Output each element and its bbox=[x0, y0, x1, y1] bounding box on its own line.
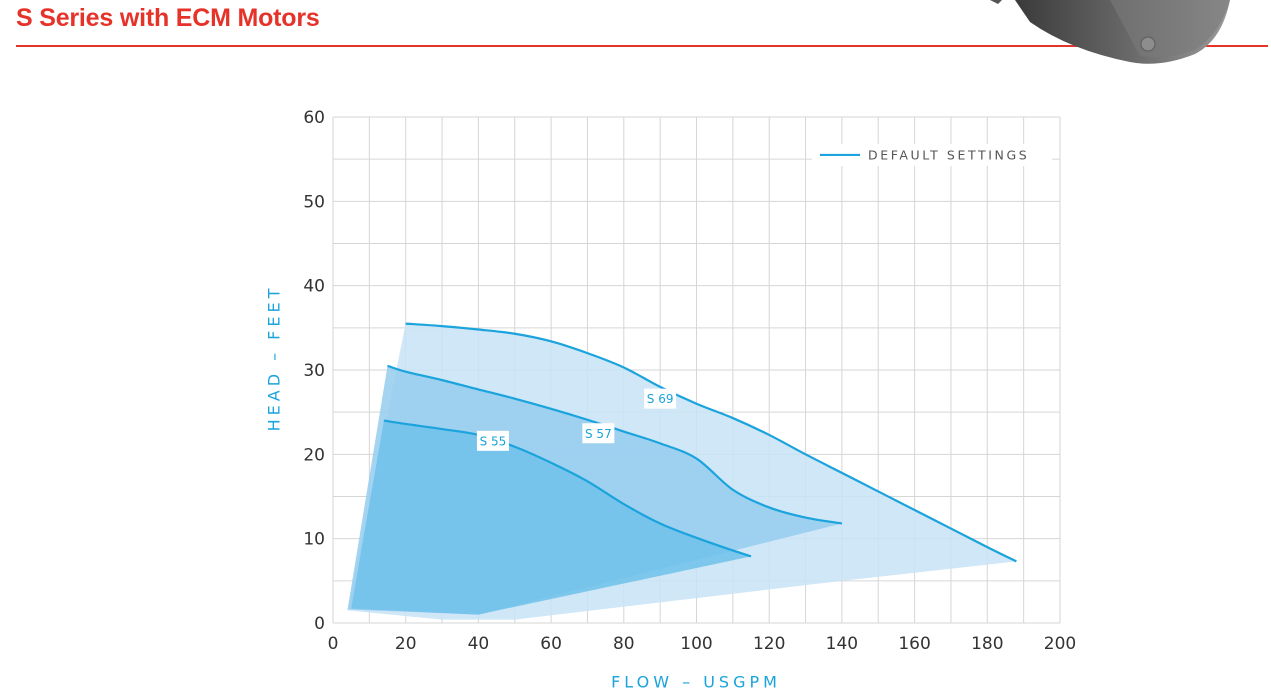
series-label: S 69 bbox=[647, 392, 674, 406]
x-tick-label: 20 bbox=[395, 634, 417, 654]
x-tick-label: 160 bbox=[898, 634, 930, 654]
y-tick-label: 30 bbox=[303, 361, 325, 381]
x-tick-label: 80 bbox=[613, 634, 635, 654]
y-tick-label: 50 bbox=[303, 192, 325, 212]
y-tick-label: 60 bbox=[303, 108, 325, 128]
x-tick-label: 180 bbox=[971, 634, 1003, 654]
x-tick-label: 40 bbox=[468, 634, 490, 654]
series-label: S 55 bbox=[480, 434, 507, 448]
y-tick-label: 40 bbox=[303, 277, 325, 297]
series-label: S 57 bbox=[585, 427, 612, 441]
region-s55 bbox=[351, 420, 752, 615]
curve-labels: S 69 S 57 S 55 bbox=[476, 388, 677, 451]
series-line-s55 bbox=[383, 419, 752, 558]
x-tick-label: 120 bbox=[753, 634, 785, 654]
series-label-bg bbox=[582, 423, 615, 444]
pump-motor-image bbox=[990, 0, 1230, 64]
tick-labels: 0 20 40 60 80 100 120 140 160 180 200 0 10 20 30 40 50 60 bbox=[303, 108, 1076, 654]
series-label-bg bbox=[644, 388, 677, 409]
legend-label: DEFAULT SETTINGS bbox=[868, 147, 1029, 162]
series-line-s69 bbox=[405, 322, 1017, 563]
x-axis-label: FLOW – USGPM bbox=[611, 672, 781, 692]
y-tick-label: 0 bbox=[314, 614, 325, 634]
x-tick-label: 140 bbox=[826, 634, 858, 654]
legend-box bbox=[812, 143, 1052, 166]
title-divider bbox=[16, 45, 1268, 47]
x-tick-label: 100 bbox=[680, 634, 712, 654]
y-tick-label: 20 bbox=[303, 445, 325, 465]
legend: DEFAULT SETTINGS bbox=[812, 143, 1052, 166]
series-label-bg bbox=[476, 430, 509, 451]
x-tick-label: 60 bbox=[540, 634, 562, 654]
x-tick-label: 200 bbox=[1044, 634, 1076, 654]
x-tick-label: 0 bbox=[328, 634, 339, 654]
page-title: S Series with ECM Motors bbox=[16, 4, 320, 32]
y-tick-label: 10 bbox=[303, 530, 325, 550]
